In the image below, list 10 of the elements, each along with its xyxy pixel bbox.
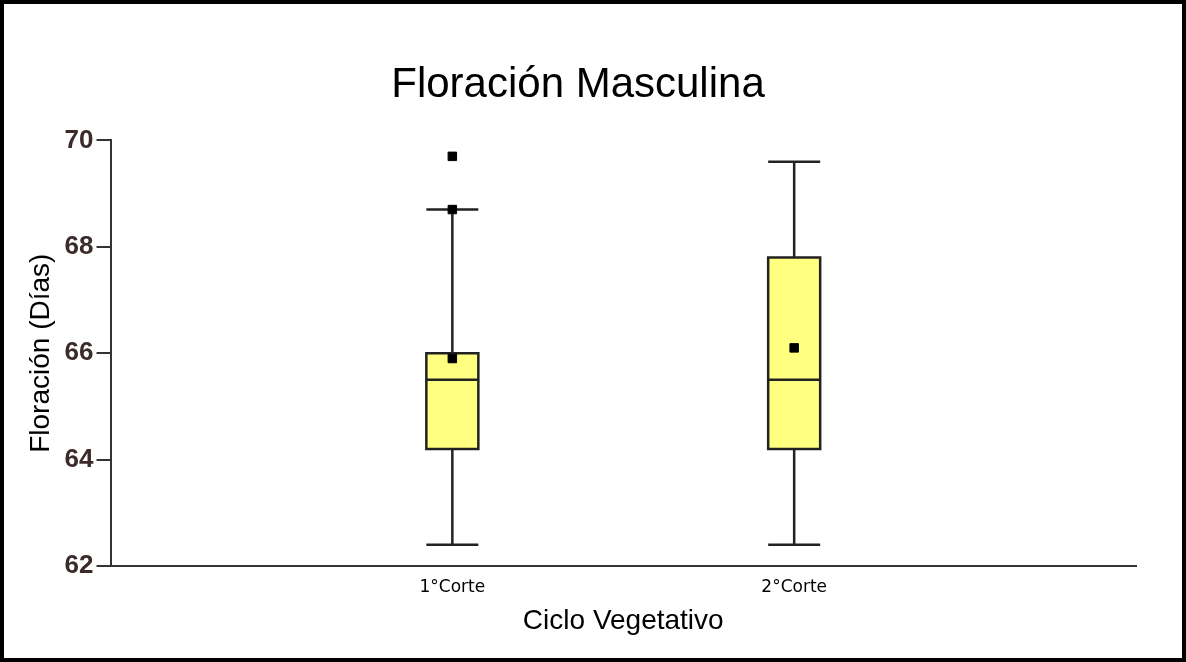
- y-tick-label: 64: [64, 442, 95, 473]
- y-tick-label: 62: [64, 549, 94, 580]
- y-tick-label: 66: [64, 336, 94, 367]
- x-tick-label: 1°Corte: [419, 575, 486, 596]
- y-tick-label: 70: [64, 123, 94, 154]
- y-axis-title: Floración (Días): [23, 253, 55, 453]
- y-tick-label: 68: [64, 229, 94, 260]
- chart-title: Floración Masculina: [391, 58, 766, 106]
- x-axis-title: Ciclo Vegetativo: [522, 603, 724, 635]
- x-tick-label: 2°Corte: [761, 575, 828, 596]
